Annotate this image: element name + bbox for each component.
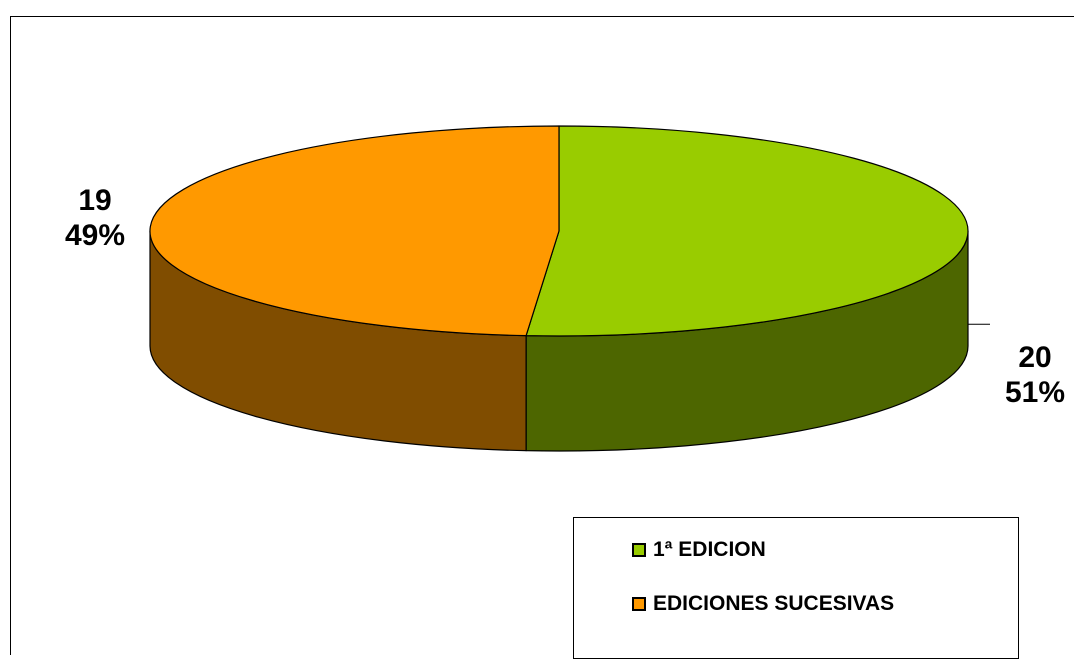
legend-item-ediciones-sucesivas: EDICIONES SUCESIVAS	[632, 592, 894, 616]
data-label-value: 20	[1018, 341, 1052, 374]
data-label-1a-edicion: 20 51%	[985, 340, 1074, 410]
data-label-percent: 51%	[1004, 376, 1066, 409]
legend-item-1a-edicion: 1ª EDICION	[632, 538, 766, 562]
pie-slice-1-edicion	[525, 125, 969, 337]
leader-line-1-edicion	[967, 294, 990, 325]
data-label-value: 19	[78, 184, 112, 217]
legend-label: EDICIONES SUCESIVAS	[653, 592, 895, 615]
data-label-percent: 49%	[64, 219, 126, 252]
legend: 1ª EDICION EDICIONES SUCESIVAS	[573, 517, 1019, 659]
pie-slice-ediciones-sucesivas	[149, 125, 560, 337]
legend-swatch-1a-edicion	[632, 543, 646, 557]
data-label-ediciones-sucesivas: 19 49%	[45, 183, 145, 253]
legend-swatch-ediciones-sucesivas	[632, 597, 646, 611]
chart-area	[10, 16, 1074, 655]
legend-label: 1ª EDICION	[653, 538, 766, 561]
